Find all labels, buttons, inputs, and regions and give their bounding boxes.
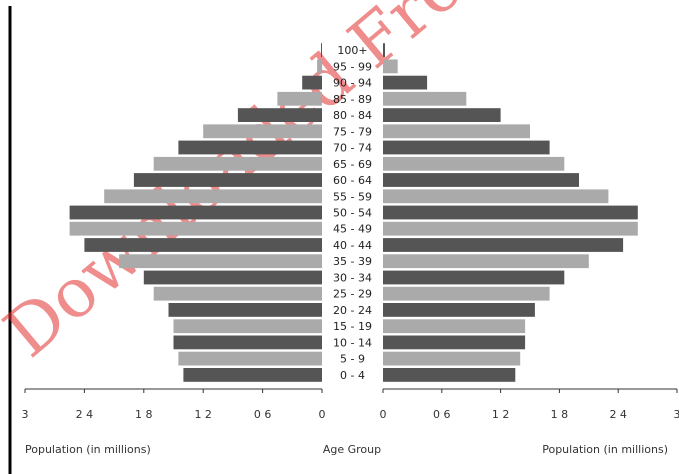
right-tick-label-5: 3 xyxy=(674,408,679,421)
age-label-18: 90 - 94 xyxy=(333,77,372,90)
left-panel xyxy=(69,43,323,382)
left-bar-0 xyxy=(183,368,322,382)
age-label-11: 55 - 59 xyxy=(333,190,372,203)
right-bar-8 xyxy=(383,238,624,252)
center-axis-label: Age Group xyxy=(323,443,381,456)
left-tick-label-0: 3 xyxy=(22,408,29,421)
left-bar-16 xyxy=(237,108,322,122)
age-label-12: 60 - 64 xyxy=(333,174,372,187)
right-bar-6 xyxy=(383,270,565,285)
age-label-17: 85 - 89 xyxy=(333,93,372,106)
left-bar-20 xyxy=(321,43,322,57)
age-label-6: 30 - 34 xyxy=(333,272,372,285)
left-x-axis-label: Population (in millions) xyxy=(25,443,151,456)
right-bar-3 xyxy=(383,319,526,334)
right-tick-label-2: 1 2 xyxy=(492,408,510,421)
right-tick-label-3: 1 8 xyxy=(551,408,569,421)
age-label-15: 75 - 79 xyxy=(333,125,372,138)
age-label-14: 70 - 74 xyxy=(333,142,372,155)
left-x-ticks: 3 2 4 1 8 1 2 0 6 0 xyxy=(22,389,326,421)
left-bar-2 xyxy=(173,335,322,350)
right-bar-17 xyxy=(383,91,467,106)
age-label-8: 40 - 44 xyxy=(333,239,372,252)
right-bar-18 xyxy=(383,75,428,90)
right-bar-5 xyxy=(383,286,550,301)
left-bar-12 xyxy=(133,173,322,187)
left-bar-13 xyxy=(153,156,322,171)
right-bar-7 xyxy=(383,254,589,269)
right-bar-0 xyxy=(383,368,516,382)
right-bar-11 xyxy=(383,189,609,204)
age-label-1: 5 - 9 xyxy=(340,353,365,366)
left-bar-3 xyxy=(173,319,322,334)
left-bar-19 xyxy=(317,59,323,74)
left-bar-1 xyxy=(178,351,322,366)
left-bar-9 xyxy=(69,221,322,236)
age-label-2: 10 - 14 xyxy=(333,336,372,349)
left-bar-15 xyxy=(203,124,322,139)
right-tick-label-0: 0 xyxy=(380,408,387,421)
right-x-ticks: 0 0 6 1 2 1 8 2 4 3 xyxy=(380,389,679,421)
right-bar-15 xyxy=(383,124,530,139)
right-bar-14 xyxy=(383,140,550,155)
right-bar-20 xyxy=(383,43,385,57)
right-panel xyxy=(383,43,638,382)
age-group-labels: 0 - 4 5 - 9 10 - 14 15 - 19 20 - 24 25 - 29 30… xyxy=(333,44,372,382)
age-label-10: 50 - 54 xyxy=(333,207,372,220)
right-bar-12 xyxy=(383,173,579,187)
right-bar-9 xyxy=(383,221,638,236)
age-label-19: 95 - 99 xyxy=(333,60,372,73)
right-bar-4 xyxy=(383,303,535,317)
left-bar-5 xyxy=(153,286,322,301)
age-label-20: 100+ xyxy=(337,44,367,57)
right-tick-label-1: 0 6 xyxy=(433,408,451,421)
age-label-13: 65 - 69 xyxy=(333,158,372,171)
left-tick-label-3: 1 2 xyxy=(194,408,212,421)
left-bar-7 xyxy=(119,254,322,269)
age-label-4: 20 - 24 xyxy=(333,304,372,317)
left-tick-label-5: 0 xyxy=(319,408,326,421)
age-label-9: 45 - 49 xyxy=(333,223,372,236)
age-label-5: 25 - 29 xyxy=(333,288,372,301)
left-tick-label-4: 0 6 xyxy=(254,408,272,421)
left-bar-10 xyxy=(69,205,322,220)
left-bar-14 xyxy=(178,140,322,155)
left-bar-18 xyxy=(302,75,322,90)
left-bar-6 xyxy=(143,270,322,285)
right-bar-10 xyxy=(383,205,638,220)
right-bar-16 xyxy=(383,108,501,122)
age-label-7: 35 - 39 xyxy=(333,255,372,268)
left-tick-label-1: 2 4 xyxy=(76,408,94,421)
right-bar-19 xyxy=(383,59,398,74)
left-bar-11 xyxy=(104,189,322,204)
left-bar-17 xyxy=(277,91,322,106)
left-bar-4 xyxy=(168,303,322,317)
right-bar-13 xyxy=(383,156,565,171)
age-label-0: 0 - 4 xyxy=(340,369,365,382)
left-bar-8 xyxy=(84,238,323,252)
right-tick-label-4: 2 4 xyxy=(609,408,627,421)
right-bar-1 xyxy=(383,351,521,366)
age-label-16: 80 - 84 xyxy=(333,109,372,122)
right-bar-2 xyxy=(383,335,526,350)
age-label-3: 15 - 19 xyxy=(333,320,372,333)
right-x-axis-label: Population (in millions) xyxy=(542,443,668,456)
left-tick-label-2: 1 8 xyxy=(135,408,153,421)
